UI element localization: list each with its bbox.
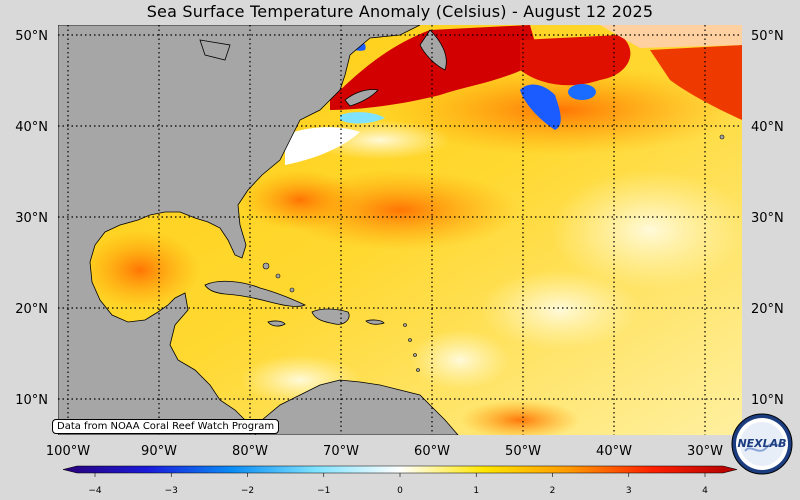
lon-label: 90°W — [141, 444, 177, 459]
neutral-anomaly-region — [600, 25, 742, 48]
data-credit-label: Data from NOAA Coral Reef Watch Program — [52, 419, 280, 434]
map-title: Sea Surface Temperature Anomaly (Celsius… — [146, 2, 654, 21]
small-islands — [262, 134, 725, 372]
hot-anomaly-region — [650, 45, 742, 120]
lat-labels-left: 50°N 40°N 30°N 20°N 10°N — [15, 29, 48, 408]
newfoundland-land — [419, 29, 447, 71]
cool-anomaly-patch — [340, 112, 385, 124]
lon-label: 30°W — [687, 444, 723, 459]
colorbar-tick-label: 4 — [702, 486, 708, 496]
south-america-land — [254, 379, 459, 435]
land-masses — [58, 25, 459, 435]
lon-label: 80°W — [232, 444, 268, 459]
warm-anomaly-patch — [240, 170, 360, 230]
colorbar-tick-label: 1 — [473, 486, 479, 496]
neutral-anomaly-patch — [550, 170, 742, 290]
nova-scotia-land — [344, 89, 379, 107]
colorbar-tick-label: −1 — [317, 486, 330, 496]
lat-label: 30°N — [751, 211, 784, 226]
hot-anomaly-region — [520, 35, 631, 86]
lat-label: 10°N — [751, 393, 784, 408]
lon-label: 50°W — [505, 444, 541, 459]
lat-label: 40°N — [751, 120, 784, 135]
lat-label: 40°N — [15, 120, 48, 135]
lat-label: 50°N — [15, 29, 48, 44]
neutral-anomaly-patch — [480, 270, 640, 350]
neutral-anomaly-patch — [410, 330, 510, 390]
colorbar-tick-label: −4 — [88, 486, 102, 496]
lon-label: 100°W — [46, 444, 90, 459]
warm-anomaly-patch — [460, 400, 580, 435]
lon-label: 40°W — [596, 444, 632, 459]
colorbar-tick-label: 3 — [626, 486, 632, 496]
hot-anomaly-region — [330, 25, 540, 110]
lon-label: 70°W — [323, 444, 359, 459]
hispaniola-land — [311, 308, 350, 325]
warm-anomaly-patch — [80, 230, 200, 310]
lat-label: 30°N — [15, 211, 48, 226]
jamaica-land — [267, 320, 286, 327]
map-area — [58, 25, 742, 435]
cuba-land — [204, 280, 306, 307]
lon-labels: 100°W 90°W 80°W 70°W 60°W 50°W 40°W 30°W — [46, 444, 723, 459]
colorbar-tick-label: −3 — [165, 486, 178, 496]
colorbar-tick-label: −2 — [241, 486, 254, 496]
graticule — [58, 25, 742, 435]
colorbar-ticks: −4 −3 −2 −1 0 1 2 3 4 — [88, 473, 708, 496]
nexlab-logo: NEXLAB — [731, 413, 793, 475]
lat-label: 20°N — [751, 302, 784, 317]
lat-label: 50°N — [751, 29, 784, 44]
colorbar-bar — [62, 465, 738, 474]
logo-text: NEXLAB — [737, 437, 786, 450]
lon-label: 60°W — [414, 444, 450, 459]
lat-label: 10°N — [15, 393, 48, 408]
cold-anomaly-patch — [568, 84, 596, 100]
colorbar: −4 −3 −2 −1 0 1 2 3 4 — [62, 465, 738, 496]
neutral-anomaly-patch — [285, 127, 360, 165]
cold-anomaly-patch — [520, 84, 561, 130]
puerto-rico-land — [365, 319, 385, 325]
warm-anomaly-patch — [380, 65, 740, 155]
colorbar-tick-label: 0 — [397, 486, 403, 496]
colorbar-tick-label: 2 — [550, 486, 556, 496]
lat-label: 20°N — [15, 302, 48, 317]
lat-labels-right: 50°N 40°N 30°N 20°N 10°N — [751, 29, 784, 408]
